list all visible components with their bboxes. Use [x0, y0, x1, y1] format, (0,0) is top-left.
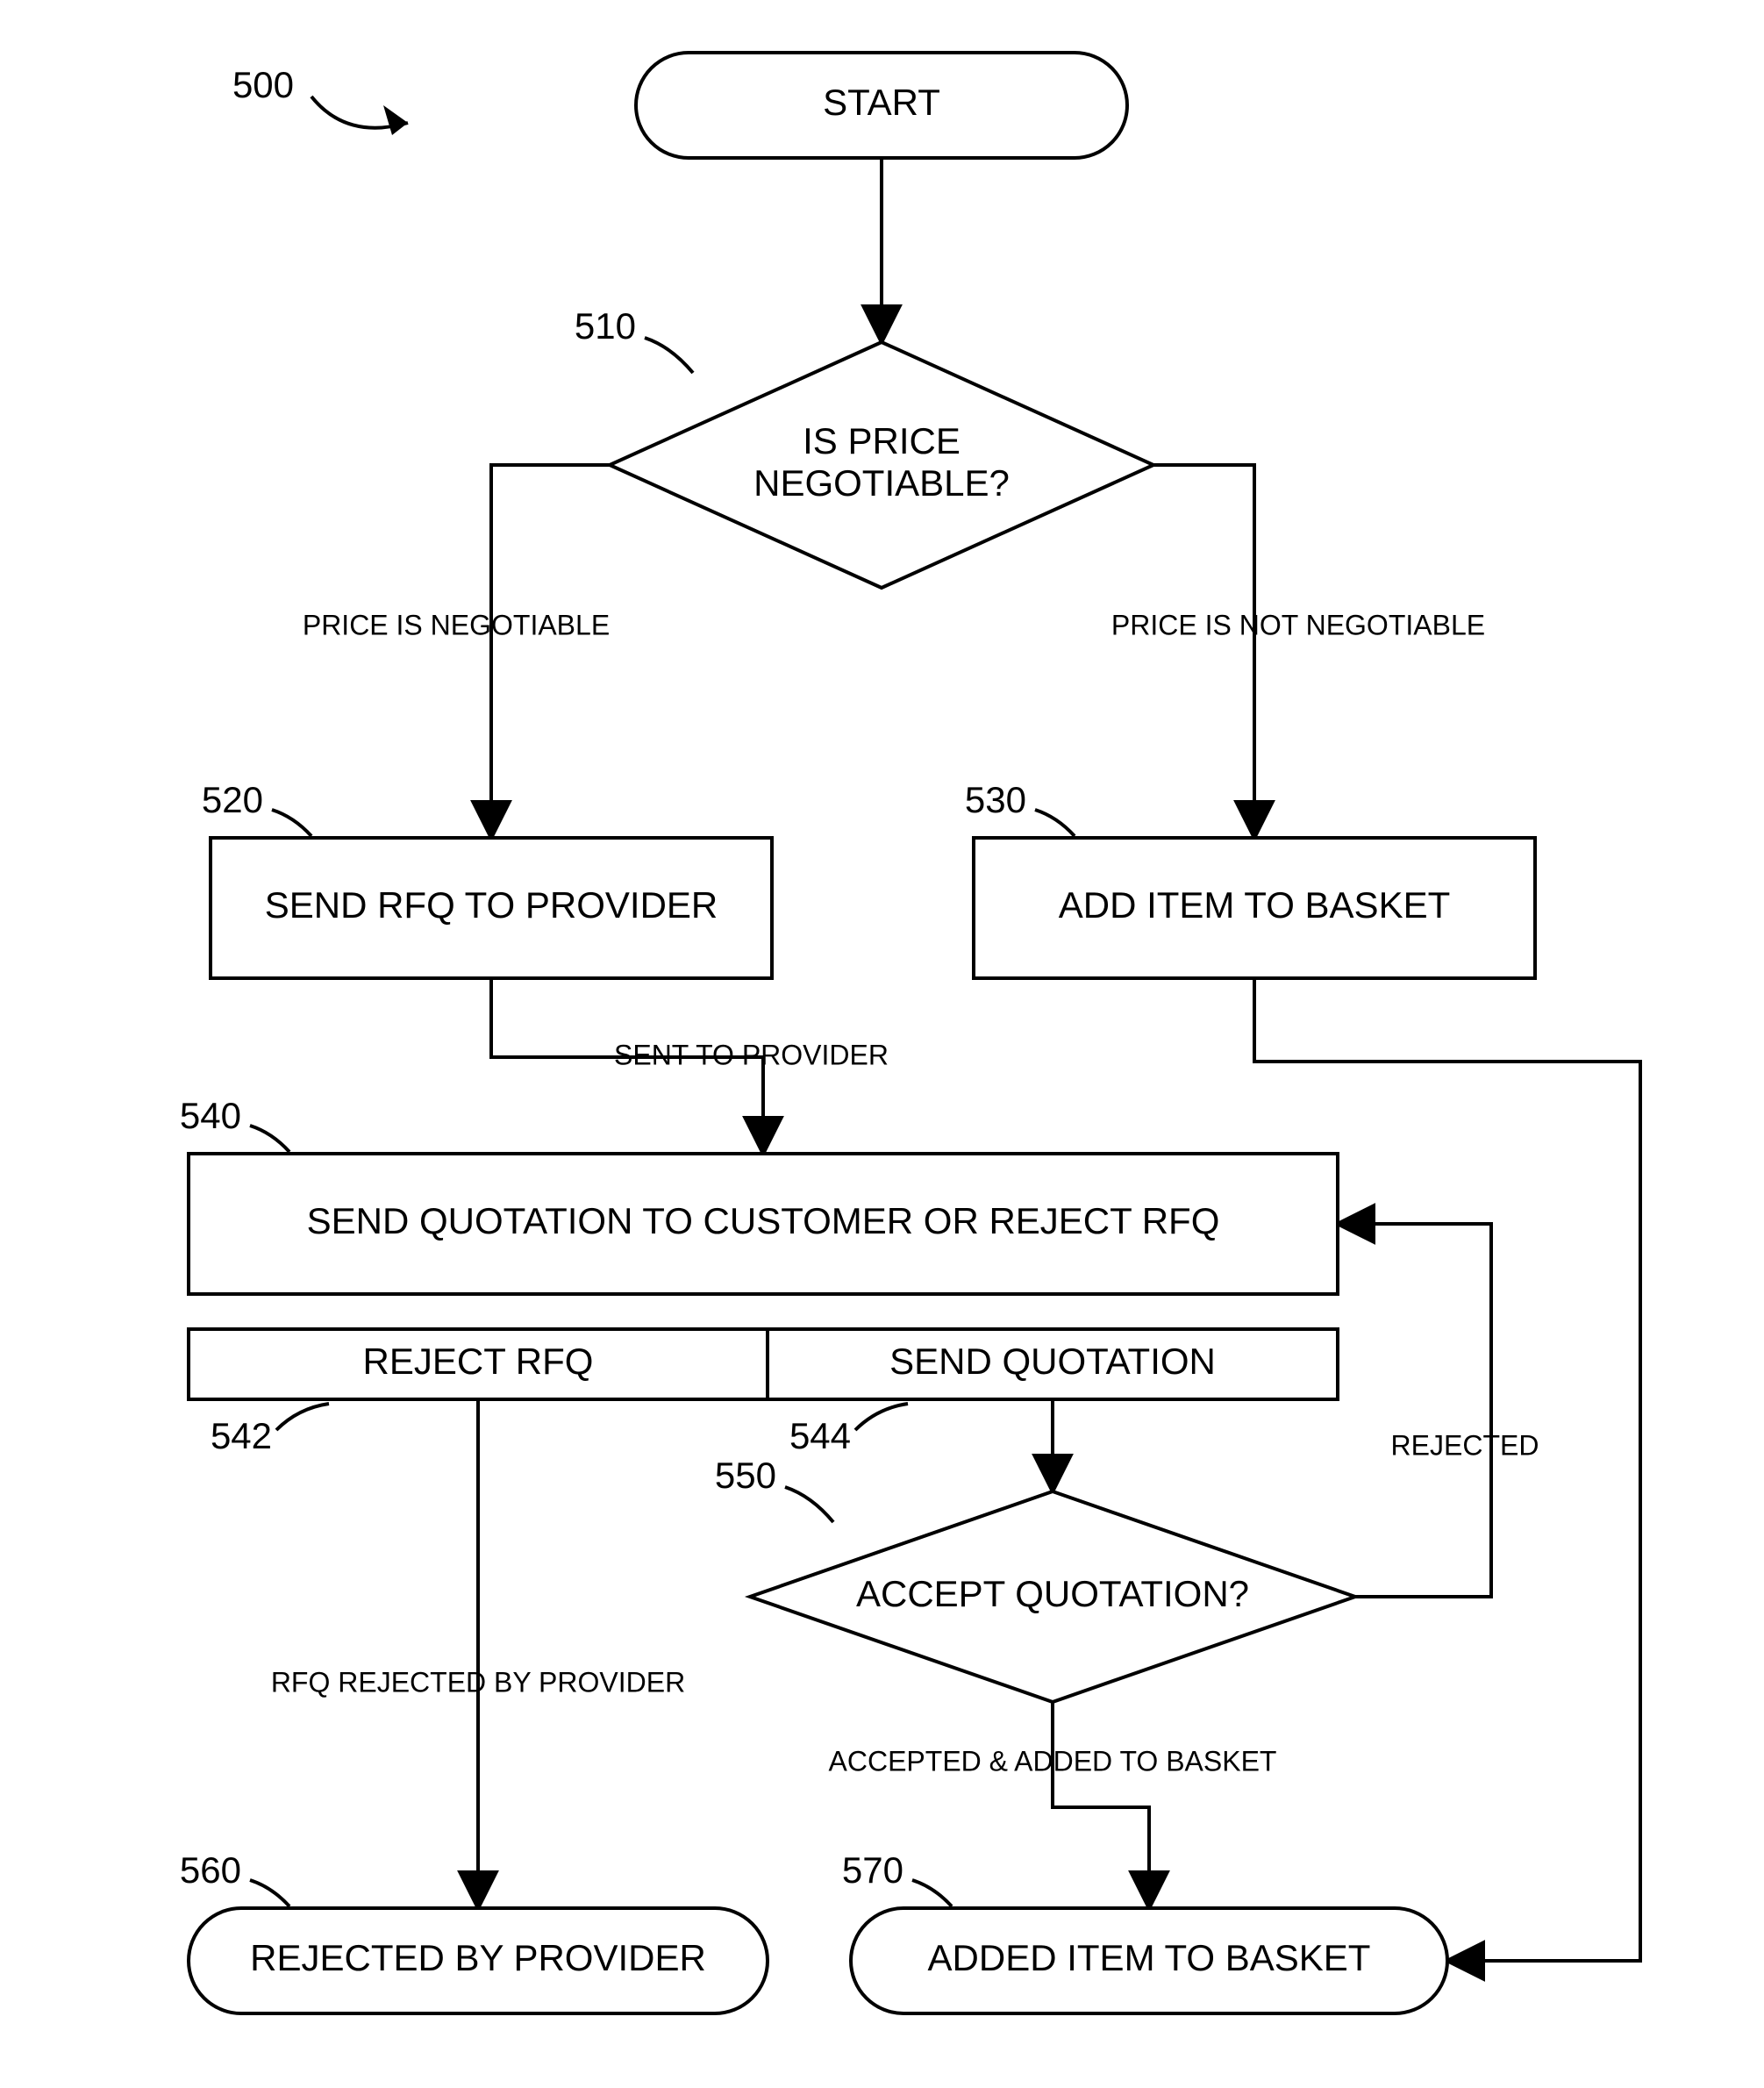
node-d550: ACCEPT QUOTATION? — [750, 1491, 1355, 1702]
node-label: SEND QUOTATION — [889, 1341, 1216, 1382]
node-p530: ADD ITEM TO BASKET — [974, 838, 1535, 978]
node-ref: 510 — [575, 305, 636, 347]
node-ref: 570 — [842, 1849, 903, 1891]
node-d510: IS PRICENEGOTIABLE? — [610, 342, 1153, 588]
node-p520: SEND RFQ TO PROVIDER — [211, 838, 772, 978]
edge-e5 — [1254, 978, 1640, 1961]
node-ref: 530 — [965, 779, 1026, 820]
edge-label: PRICE IS NOT NEGOTIABLE — [1111, 609, 1485, 640]
node-t570: ADDED ITEM TO BASKET — [851, 1908, 1447, 2013]
node-ref: 560 — [180, 1849, 241, 1891]
node-t560: REJECTED BY PROVIDER — [189, 1908, 768, 2013]
node-p540: SEND QUOTATION TO CUSTOMER OR REJECT RFQ — [189, 1154, 1338, 1294]
node-label: ADD ITEM TO BASKET — [1059, 884, 1451, 926]
node-label: NEGOTIABLE? — [753, 462, 1010, 504]
edge-e3 — [1153, 465, 1254, 838]
node-p542: REJECT RFQ — [189, 1329, 768, 1399]
edge-e2 — [491, 465, 610, 838]
node-label: IS PRICE — [803, 420, 961, 461]
edge-label: PRICE IS NEGOTIABLE — [303, 609, 610, 640]
edge-e8 — [1053, 1702, 1149, 1908]
edge-label: SENT TO PROVIDER — [614, 1039, 889, 1070]
node-label: REJECTED BY PROVIDER — [250, 1937, 706, 1978]
node-label: SEND QUOTATION TO CUSTOMER OR REJECT RFQ — [307, 1200, 1220, 1241]
node-start: START — [636, 53, 1127, 158]
node-ref: 542 — [211, 1415, 272, 1456]
node-label: ACCEPT QUOTATION? — [856, 1573, 1249, 1614]
node-label: REJECT RFQ — [363, 1341, 594, 1382]
edge-label: ACCEPTED & ADDED TO BASKET — [829, 1745, 1277, 1777]
node-ref: 544 — [789, 1415, 851, 1456]
edge-label: RFQ REJECTED BY PROVIDER — [271, 1666, 685, 1698]
diagram-ref: 500 — [232, 64, 294, 105]
node-label: ADDED ITEM TO BASKET — [928, 1937, 1371, 1978]
node-label: START — [823, 82, 940, 123]
edge-e9 — [1338, 1224, 1491, 1597]
node-ref: 520 — [202, 779, 263, 820]
node-label: SEND RFQ TO PROVIDER — [265, 884, 718, 926]
node-ref: 550 — [715, 1455, 776, 1496]
node-ref: 540 — [180, 1095, 241, 1136]
node-p544: SEND QUOTATION — [768, 1329, 1338, 1399]
edge-label: REJECTED — [1391, 1429, 1539, 1461]
flowchart-diagram: START IS PRICENEGOTIABLE? SEND RFQ TO PROV… — [0, 0, 1764, 2088]
